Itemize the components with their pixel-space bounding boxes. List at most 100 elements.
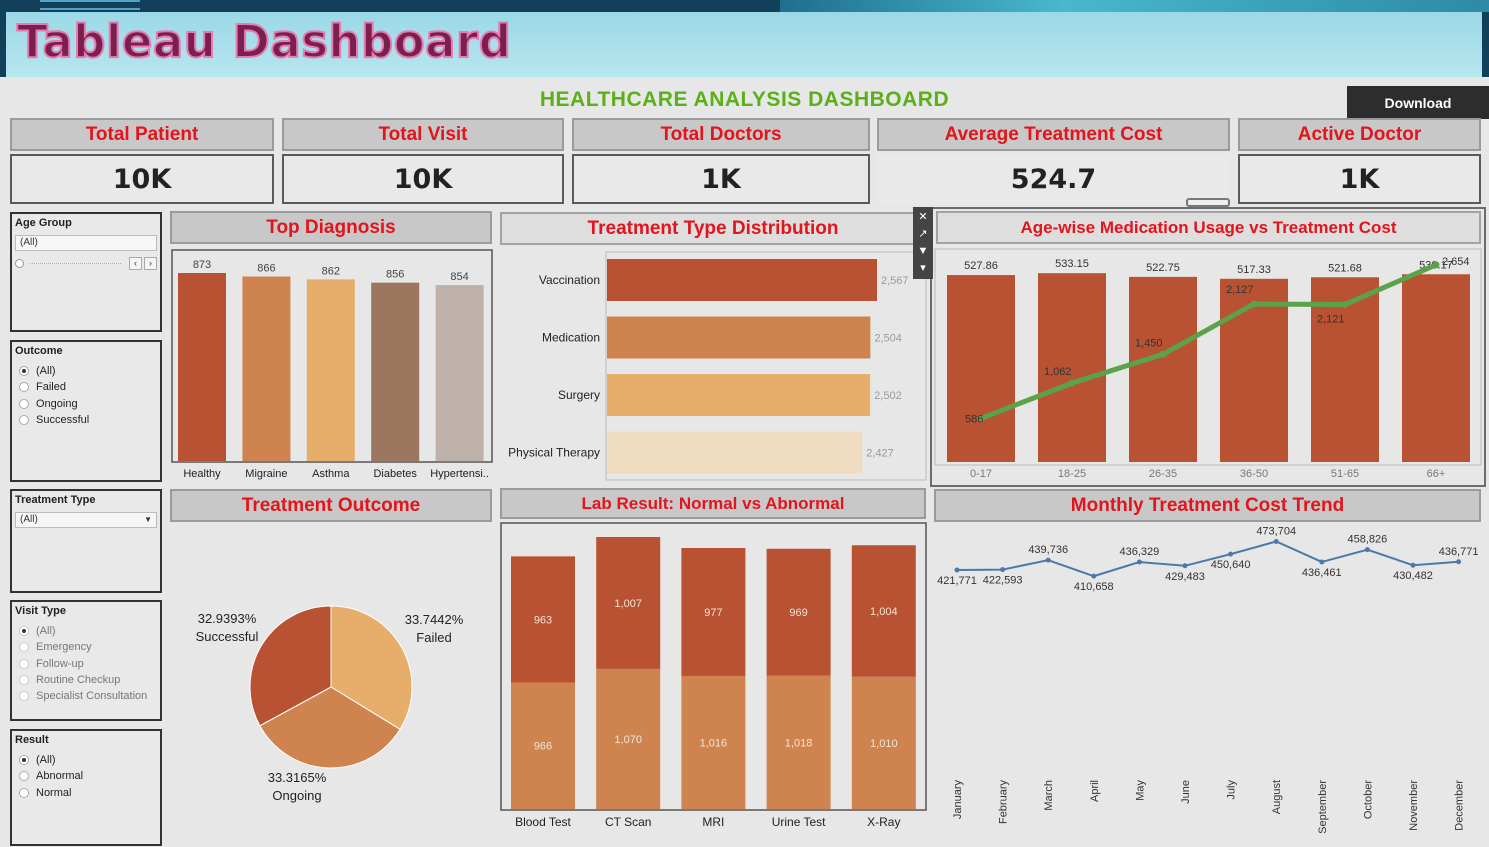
data-label: 2,502 (874, 390, 902, 402)
radio-option[interactable]: (All) (15, 363, 157, 379)
data-label: 966 (534, 741, 552, 753)
x-tick-label: 36-50 (1240, 468, 1268, 480)
radio-option[interactable]: Failed (15, 379, 157, 395)
header-banner: Tableau Dashboard (0, 0, 1489, 77)
x-tick-label: October (1362, 780, 1374, 819)
data-label: 1,010 (870, 738, 898, 750)
radio-option[interactable]: Specialist Consultation (15, 688, 157, 704)
bar-segment-lower (766, 675, 831, 809)
option-label: (All) (36, 625, 56, 638)
line-point (1091, 573, 1097, 579)
filter-title: Visit Type (15, 605, 66, 617)
top-diagnosis-title: Top Diagnosis (170, 211, 492, 244)
lab-result-chart: 966 963 Blood Test 1,070 1,007 CT Scan 1,016 97… (500, 522, 927, 829)
line-point (1410, 562, 1416, 568)
slider-track[interactable] (30, 262, 121, 264)
treatment-type-dropdown[interactable]: (All) ▼ (15, 512, 157, 528)
data-label: 963 (534, 614, 552, 626)
option-label: Failed (36, 381, 66, 394)
data-label: 429,483 (1165, 571, 1205, 583)
line-point (1432, 261, 1440, 269)
x-tick-label: Asthma (312, 468, 350, 480)
x-tick-label: May (1134, 780, 1146, 801)
kpi-total-patient-label: Total Patient (10, 118, 274, 151)
bar (1220, 278, 1288, 462)
data-label: 1,004 (870, 606, 898, 618)
line-point (1364, 547, 1370, 553)
line-point (1250, 300, 1258, 308)
data-label: 586 (965, 413, 983, 425)
radio-icon (19, 675, 29, 686)
drag-handle[interactable] (1186, 198, 1230, 207)
option-label: Emergency (36, 641, 92, 654)
bar (607, 431, 863, 474)
radio-option[interactable]: Successful (15, 412, 157, 428)
download-button[interactable]: Download (1347, 86, 1489, 119)
data-label: 410,658 (1074, 581, 1114, 593)
option-label: Ongoing (36, 397, 78, 410)
x-tick-label: Urine Test (772, 815, 826, 829)
data-label: 439,736 (1028, 544, 1068, 556)
line-point (1159, 350, 1167, 358)
radio-option[interactable]: Emergency (15, 639, 157, 655)
x-tick-label: August (1271, 780, 1283, 814)
bar (178, 273, 226, 461)
data-label: 2,121 (1317, 313, 1345, 325)
x-tick-label: Diabetes (373, 468, 417, 480)
bar (371, 282, 420, 461)
radio-checked-icon (19, 755, 29, 766)
data-label: 421,771 (937, 575, 977, 587)
radio-option[interactable]: Abnormal (15, 768, 157, 784)
bar-segment-upper (851, 545, 916, 677)
data-label: 1,018 (785, 737, 813, 749)
radio-option[interactable]: Follow-up (15, 656, 157, 672)
data-label: 458,826 (1348, 534, 1388, 546)
radio-icon (19, 415, 29, 426)
filter-title: Outcome (15, 345, 63, 357)
bar-segment-lower (511, 682, 575, 809)
option-label: Abnormal (36, 770, 84, 783)
chevron-left-icon[interactable]: ‹ (129, 256, 142, 270)
slice-pct-label: 33.3165% (268, 770, 327, 785)
close-icon[interactable]: ✕ (918, 211, 928, 223)
filter-icon[interactable]: ▼ (917, 245, 929, 257)
x-tick-label: 26-35 (1149, 468, 1177, 480)
bar-segment-upper (766, 548, 831, 676)
data-label: 522.75 (1146, 262, 1180, 274)
bar-segment-upper (596, 537, 661, 669)
bar (306, 279, 355, 461)
slider-handle[interactable] (15, 258, 24, 268)
age-group-input[interactable]: (All) (15, 235, 157, 251)
dropdown-value: (All) (20, 514, 38, 525)
filter-treatment-type: Treatment Type (All) ▼ (10, 489, 162, 593)
data-label: 1,070 (614, 734, 642, 746)
radio-option[interactable]: (All) (15, 623, 157, 639)
data-label: 866 (257, 263, 275, 275)
x-tick-label: February (998, 780, 1010, 825)
data-label: 2,504 (874, 333, 902, 345)
radio-checked-icon (19, 626, 29, 637)
open-external-icon[interactable]: ↗ (918, 228, 928, 240)
data-label: 430,482 (1393, 570, 1433, 582)
line-point (954, 567, 960, 573)
radio-icon (19, 787, 29, 798)
bar (947, 275, 1015, 462)
x-tick-label: June (1180, 780, 1192, 804)
y-tick-label: Vaccination (539, 273, 600, 287)
treatment-outcome-title: Treatment Outcome (170, 489, 492, 522)
radio-icon (19, 771, 29, 782)
dropdown-arrow-icon: ▼ (144, 515, 152, 524)
kpi-total-visit-value: 10K (282, 154, 564, 204)
radio-option[interactable]: Routine Checkup (15, 672, 157, 688)
radio-checked-icon (19, 366, 29, 377)
radio-option[interactable]: (All) (15, 752, 157, 768)
plot-frame (171, 249, 493, 463)
radio-option[interactable]: Normal (15, 785, 157, 801)
more-options-icon[interactable]: ▾ (920, 262, 926, 274)
chevron-right-icon[interactable]: › (144, 256, 157, 270)
slice-name-label: Ongoing (272, 788, 321, 803)
line-point (1045, 557, 1051, 563)
option-label: Routine Checkup (36, 674, 121, 687)
radio-option[interactable]: Ongoing (15, 396, 157, 412)
bar (1129, 276, 1197, 462)
